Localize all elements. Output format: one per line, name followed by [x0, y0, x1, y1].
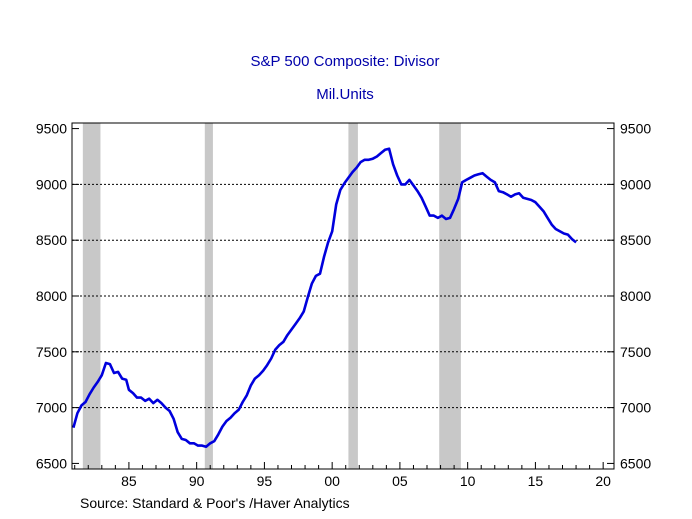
y-tick-label-right: 8500 [620, 232, 651, 248]
series-layer [72, 147, 577, 449]
x-tick-label: 20 [595, 473, 611, 489]
y-tick-label-right: 9500 [620, 121, 651, 137]
y-tick-label-left: 9000 [36, 176, 67, 192]
y-tick-label-left: 9500 [36, 121, 67, 137]
y-tick-label-left: 8500 [36, 232, 67, 248]
x-tick-label: 95 [257, 473, 273, 489]
y-tick-label-left: 8000 [36, 288, 67, 304]
y-tick-label-right: 9000 [620, 176, 651, 192]
y-tick-label-left: 7500 [36, 344, 67, 360]
x-tick-label: 85 [121, 473, 137, 489]
x-tick-label: 05 [392, 473, 408, 489]
x-tick-label: 10 [460, 473, 476, 489]
y-tick-label-right: 7000 [620, 400, 651, 416]
y-tick-label-right: 8000 [620, 288, 651, 304]
x-tick-label: 00 [324, 473, 340, 489]
y-tick-label-right: 7500 [620, 344, 651, 360]
y-tick-label-left: 6500 [36, 455, 67, 471]
y-tick-label-right: 6500 [620, 455, 651, 471]
recession-band [439, 123, 461, 469]
divisor-series-line [72, 147, 577, 449]
x-tick-label: 90 [189, 473, 205, 489]
chart-title: S&P 500 Composite: Divisor [251, 53, 440, 70]
chart-subtitle: Mil.Units [316, 86, 374, 103]
y-tick-label-left: 7000 [36, 400, 67, 416]
x-tick-label: 15 [528, 473, 544, 489]
source-note: Source: Standard & Poor's /Haver Analyti… [80, 495, 350, 511]
gridlines [72, 183, 614, 409]
